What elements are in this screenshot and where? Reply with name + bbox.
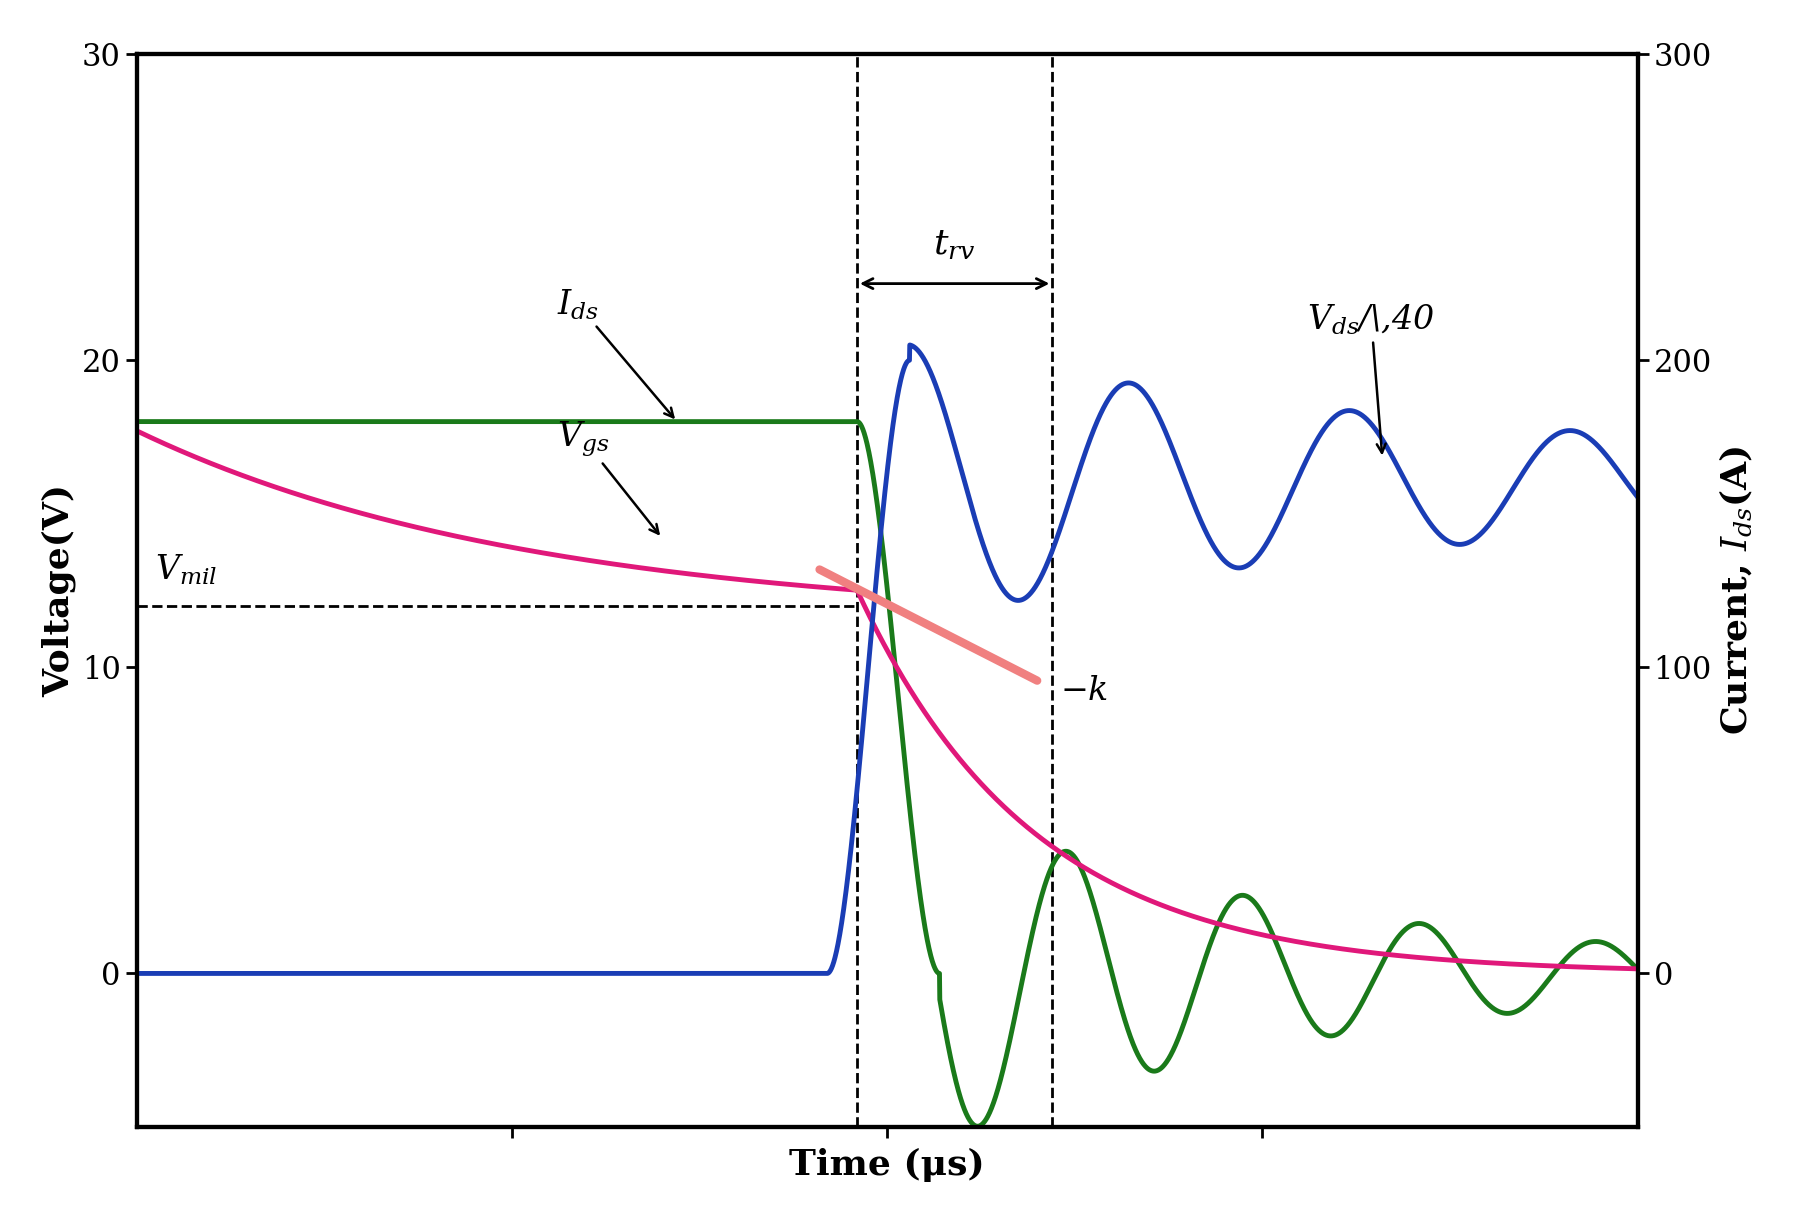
Text: $t_{rv}$: $t_{rv}$ xyxy=(934,228,975,262)
Text: $V_{gs}$: $V_{gs}$ xyxy=(557,419,659,534)
Y-axis label: Current, $I_{ds}$(A): Current, $I_{ds}$(A) xyxy=(1717,446,1755,734)
Text: $-k$: $-k$ xyxy=(1060,676,1108,707)
Text: $V_{mil}$: $V_{mil}$ xyxy=(154,553,217,588)
Text: $V_{ds}$/\,40: $V_{ds}$/\,40 xyxy=(1307,302,1435,453)
X-axis label: Time (μs): Time (μs) xyxy=(788,1148,984,1182)
Y-axis label: Voltage(V): Voltage(V) xyxy=(41,483,75,696)
Text: $I_{ds}$: $I_{ds}$ xyxy=(557,288,674,417)
